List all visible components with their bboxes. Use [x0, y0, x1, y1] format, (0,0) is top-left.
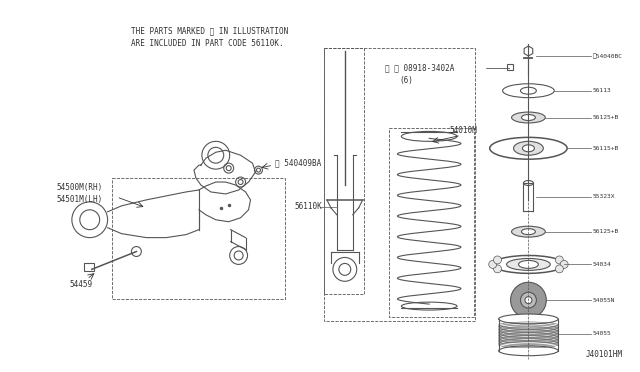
Text: 54459: 54459: [70, 280, 93, 289]
Text: 56110K: 56110K: [294, 202, 322, 211]
Ellipse shape: [520, 87, 536, 94]
Text: 54055N: 54055N: [593, 298, 616, 303]
Ellipse shape: [513, 141, 543, 155]
Bar: [324, 48, 475, 321]
Text: 56125+B: 56125+B: [593, 229, 619, 234]
Circle shape: [556, 256, 563, 264]
Text: ※ 540409BA: ※ 540409BA: [275, 159, 321, 168]
Text: 54500M(RH): 54500M(RH): [57, 183, 103, 192]
Ellipse shape: [511, 226, 545, 237]
Ellipse shape: [493, 256, 564, 273]
Text: 56125+B: 56125+B: [593, 115, 619, 120]
Circle shape: [520, 292, 536, 308]
Ellipse shape: [511, 112, 545, 123]
Ellipse shape: [522, 115, 536, 121]
Circle shape: [556, 265, 563, 273]
Text: 55323X: 55323X: [593, 195, 616, 199]
Circle shape: [525, 296, 532, 304]
Circle shape: [493, 265, 502, 273]
Bar: [507, 64, 513, 70]
Text: 56115+B: 56115+B: [593, 146, 619, 151]
Text: J40101HM: J40101HM: [586, 350, 623, 359]
Text: (6): (6): [399, 76, 413, 85]
Ellipse shape: [522, 229, 536, 235]
Text: 56113: 56113: [593, 88, 612, 93]
Text: 54034: 54034: [593, 262, 612, 267]
Circle shape: [489, 260, 497, 268]
Ellipse shape: [401, 131, 457, 141]
Bar: [84, 263, 93, 271]
Text: 54501M(LH): 54501M(LH): [57, 195, 103, 204]
Text: 54010M: 54010M: [449, 126, 477, 135]
Ellipse shape: [507, 259, 550, 270]
Bar: [390, 128, 474, 317]
Circle shape: [560, 260, 568, 268]
Ellipse shape: [490, 137, 567, 159]
Circle shape: [511, 282, 547, 318]
Bar: [111, 178, 285, 299]
Bar: [324, 48, 364, 294]
Text: THE PARTS MARKED ※ IN ILLUSTRATION
ARE INCLUDED IN PART CODE 56110K.: THE PARTS MARKED ※ IN ILLUSTRATION ARE I…: [131, 26, 289, 48]
Ellipse shape: [401, 302, 457, 310]
Circle shape: [493, 256, 502, 264]
Text: 54055: 54055: [593, 331, 612, 336]
Ellipse shape: [499, 314, 558, 324]
Ellipse shape: [518, 260, 538, 268]
Text: ※ Ⓝ 08918-3402A: ※ Ⓝ 08918-3402A: [385, 63, 454, 73]
Ellipse shape: [499, 346, 558, 356]
Ellipse shape: [502, 84, 554, 98]
Text: ※54040BC: ※54040BC: [593, 53, 623, 59]
Ellipse shape: [524, 180, 533, 186]
Ellipse shape: [522, 145, 534, 152]
